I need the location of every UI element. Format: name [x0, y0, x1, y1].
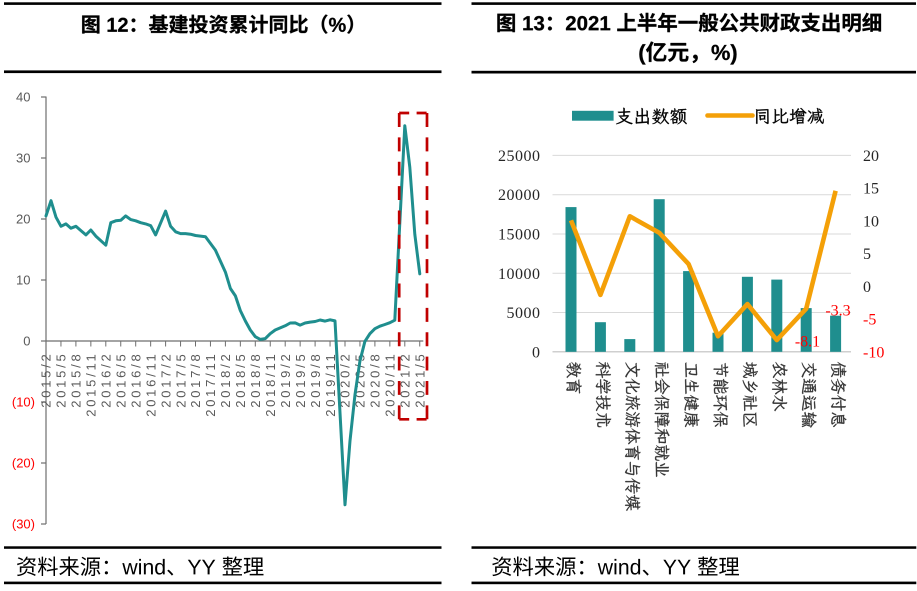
svg-text:2018/8: 2018/8 [248, 352, 263, 408]
svg-text:-5: -5 [863, 312, 876, 329]
svg-text:2019/11: 2019/11 [323, 352, 338, 417]
svg-text:2015/8: 2015/8 [69, 352, 84, 408]
svg-text:2017/2: 2017/2 [158, 352, 173, 408]
svg-text:2019/8: 2019/8 [308, 352, 323, 408]
svg-text:10: 10 [16, 273, 30, 288]
svg-text:2018/2: 2018/2 [218, 352, 233, 408]
svg-text:2019/5: 2019/5 [293, 352, 308, 408]
svg-text:2020/11: 2020/11 [383, 352, 398, 417]
svg-text:10: 10 [863, 213, 879, 230]
svg-text:2016/11: 2016/11 [143, 352, 158, 417]
svg-text:10000: 10000 [498, 266, 541, 283]
svg-text:2017/5: 2017/5 [173, 352, 188, 408]
svg-text:-10: -10 [863, 344, 884, 361]
svg-text:5000: 5000 [507, 305, 541, 322]
svg-text:2015/11: 2015/11 [84, 352, 99, 417]
svg-text:20: 20 [16, 212, 30, 227]
svg-text:2016/2: 2016/2 [99, 352, 114, 408]
svg-text:2016/8: 2016/8 [128, 352, 143, 408]
svg-text:2019/2: 2019/2 [278, 352, 293, 408]
svg-text:40: 40 [16, 90, 30, 105]
svg-text:5: 5 [863, 246, 871, 263]
svg-text:25000: 25000 [498, 148, 541, 165]
svg-text:2021/2: 2021/2 [398, 352, 413, 408]
svg-text:2017/11: 2017/11 [203, 352, 218, 417]
svg-text:2016/5: 2016/5 [113, 352, 128, 408]
svg-text:2021/5: 2021/5 [412, 352, 427, 408]
svg-text:2018/11: 2018/11 [263, 352, 278, 417]
svg-text:0: 0 [863, 279, 871, 296]
svg-text:0: 0 [532, 344, 541, 361]
svg-text:-3.3: -3.3 [825, 303, 850, 320]
svg-text:15000: 15000 [498, 226, 541, 243]
svg-text:(30): (30) [12, 517, 35, 532]
svg-text:20000: 20000 [498, 187, 541, 204]
svg-text:2015/5: 2015/5 [54, 352, 69, 408]
svg-text:2020/8: 2020/8 [368, 352, 383, 408]
svg-text:2018/5: 2018/5 [233, 352, 248, 408]
svg-text:15: 15 [863, 181, 879, 198]
svg-text:20: 20 [863, 148, 879, 165]
svg-text:(20): (20) [12, 456, 35, 471]
svg-text:(10): (10) [12, 395, 35, 410]
svg-text:2020/2: 2020/2 [338, 352, 353, 408]
svg-text:2017/8: 2017/8 [188, 352, 203, 408]
svg-text:30: 30 [16, 151, 30, 166]
svg-text:0: 0 [23, 334, 30, 349]
svg-text:2015/2: 2015/2 [39, 352, 54, 408]
svg-text:-8.1: -8.1 [795, 334, 820, 351]
